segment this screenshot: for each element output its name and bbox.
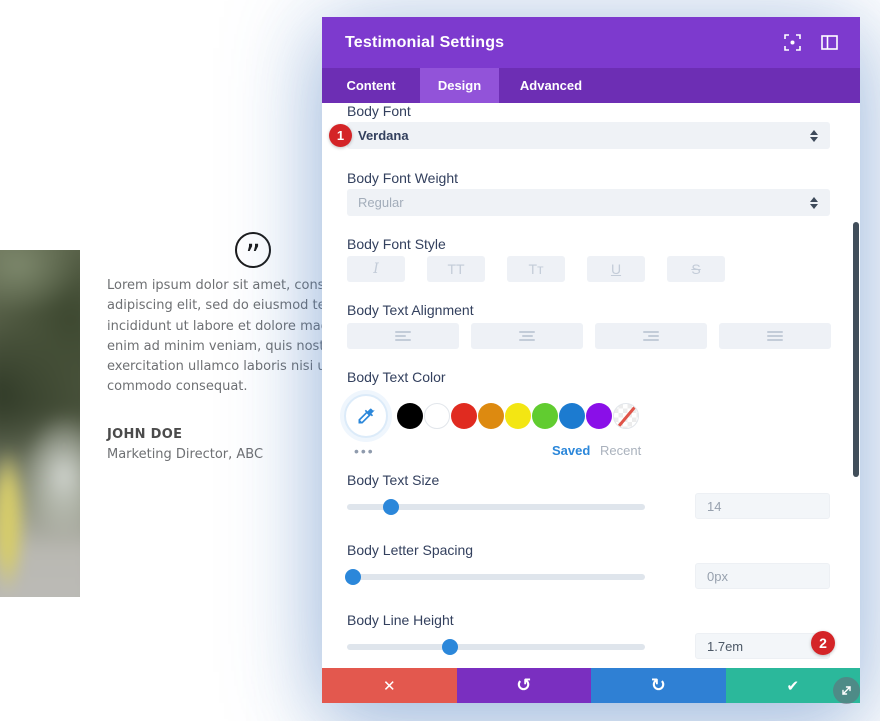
body-font-weight-label: Body Font Weight	[347, 170, 459, 186]
body-line-height-input[interactable]: 1.7em	[695, 633, 830, 659]
testimonial-settings-modal: Testimonial Settings Content Design Adva…	[322, 17, 860, 704]
snap-position-icon[interactable]	[784, 34, 801, 51]
color-picker-button[interactable]	[344, 394, 388, 438]
strikethrough-button[interactable]: S	[667, 256, 725, 282]
diagonal-resize-icon	[842, 686, 851, 695]
body-text-size-value: 14	[707, 498, 722, 514]
swatch-none[interactable]	[613, 403, 639, 429]
swatch-yellow[interactable]	[505, 403, 531, 429]
modal-footer: ✕ ↺ ↻ ✔	[322, 668, 860, 703]
close-icon: ✕	[382, 676, 396, 695]
body-letter-spacing-value: 0px	[707, 568, 728, 584]
body-letter-spacing-input[interactable]: 0px	[695, 563, 830, 589]
body-text-size-slider[interactable]	[347, 499, 645, 515]
modal-tab-bar: Content Design Advanced	[322, 68, 860, 103]
saved-colors-tab[interactable]: Saved	[552, 443, 591, 458]
recent-colors-tab[interactable]: Recent	[600, 443, 642, 458]
quote-glyph: ”	[245, 238, 261, 274]
redo-icon: ↻	[650, 675, 666, 696]
body-line-height-value: 1.7em	[707, 638, 744, 654]
redo-button[interactable]: ↻	[591, 668, 726, 703]
eyedropper-icon	[358, 408, 375, 424]
annotation-badge-1: 1	[329, 124, 352, 147]
blurred-photo-content	[0, 250, 80, 597]
undo-button[interactable]: ↺	[456, 668, 591, 703]
check-icon: ✔	[786, 676, 800, 695]
chevron-updown-icon	[810, 129, 818, 142]
quote-icon: ”	[235, 232, 271, 271]
body-line-height-slider-handle[interactable]	[442, 639, 458, 655]
align-left-button[interactable]	[347, 323, 459, 349]
discard-button[interactable]: ✕	[322, 668, 457, 703]
undo-icon: ↺	[516, 675, 532, 696]
body-text-size-slider-handle[interactable]	[383, 499, 399, 515]
testimonial-author-name: JOHN DOE	[107, 427, 183, 442]
body-font-label: Body Font	[347, 103, 411, 119]
tab-design[interactable]: Design	[420, 68, 499, 103]
tab-advanced[interactable]: Advanced	[519, 78, 583, 93]
modal-scrollbar-thumb[interactable]	[853, 222, 859, 477]
small-caps-button[interactable]: Tᴛ	[507, 256, 565, 282]
uppercase-button[interactable]: TT	[427, 256, 485, 282]
body-font-weight-select[interactable]: Regular	[347, 189, 830, 216]
body-font-weight-value: Regular	[358, 195, 404, 210]
italic-button[interactable]: I	[347, 256, 405, 282]
split-view-icon[interactable]	[821, 35, 838, 50]
swatch-blue[interactable]	[559, 403, 585, 429]
resize-handle[interactable]	[833, 677, 860, 704]
swatch-white[interactable]	[424, 403, 450, 429]
body-text-alignment-label: Body Text Alignment	[347, 302, 474, 318]
modal-title: Testimonial Settings	[345, 33, 505, 51]
swatch-green[interactable]	[532, 403, 558, 429]
body-font-select[interactable]: Verdana	[347, 122, 830, 149]
swatch-black[interactable]	[397, 403, 423, 429]
body-font-style-label: Body Font Style	[347, 236, 446, 252]
body-font-value: Verdana	[358, 128, 409, 143]
body-text-size-label: Body Text Size	[347, 472, 440, 488]
align-right-button[interactable]	[595, 323, 707, 349]
swatch-orange[interactable]	[478, 403, 504, 429]
body-line-height-label: Body Line Height	[347, 612, 454, 628]
more-colors-button[interactable]: •••	[354, 443, 375, 459]
swatch-purple[interactable]	[586, 403, 612, 429]
body-letter-spacing-slider[interactable]	[345, 569, 645, 585]
body-text-color-label: Body Text Color	[347, 369, 446, 385]
testimonial-photo	[0, 250, 80, 597]
swatch-red[interactable]	[451, 403, 477, 429]
align-justify-button[interactable]	[719, 323, 831, 349]
body-text-size-input[interactable]: 14	[695, 493, 830, 519]
modal-header[interactable]: Testimonial Settings	[322, 17, 860, 68]
chevron-updown-icon	[810, 196, 818, 209]
modal-body: Body Font Verdana 1 Body Font Weight Reg…	[322, 103, 860, 668]
body-letter-spacing-label: Body Letter Spacing	[347, 542, 474, 558]
tab-content[interactable]: Content	[346, 78, 396, 93]
underline-button[interactable]: U	[587, 256, 645, 282]
testimonial-author-title: Marketing Director, ABC	[107, 447, 264, 462]
align-center-button[interactable]	[471, 323, 583, 349]
body-letter-spacing-slider-handle[interactable]	[345, 569, 361, 585]
annotation-badge-2: 2	[811, 631, 835, 655]
body-line-height-slider[interactable]	[347, 639, 645, 655]
